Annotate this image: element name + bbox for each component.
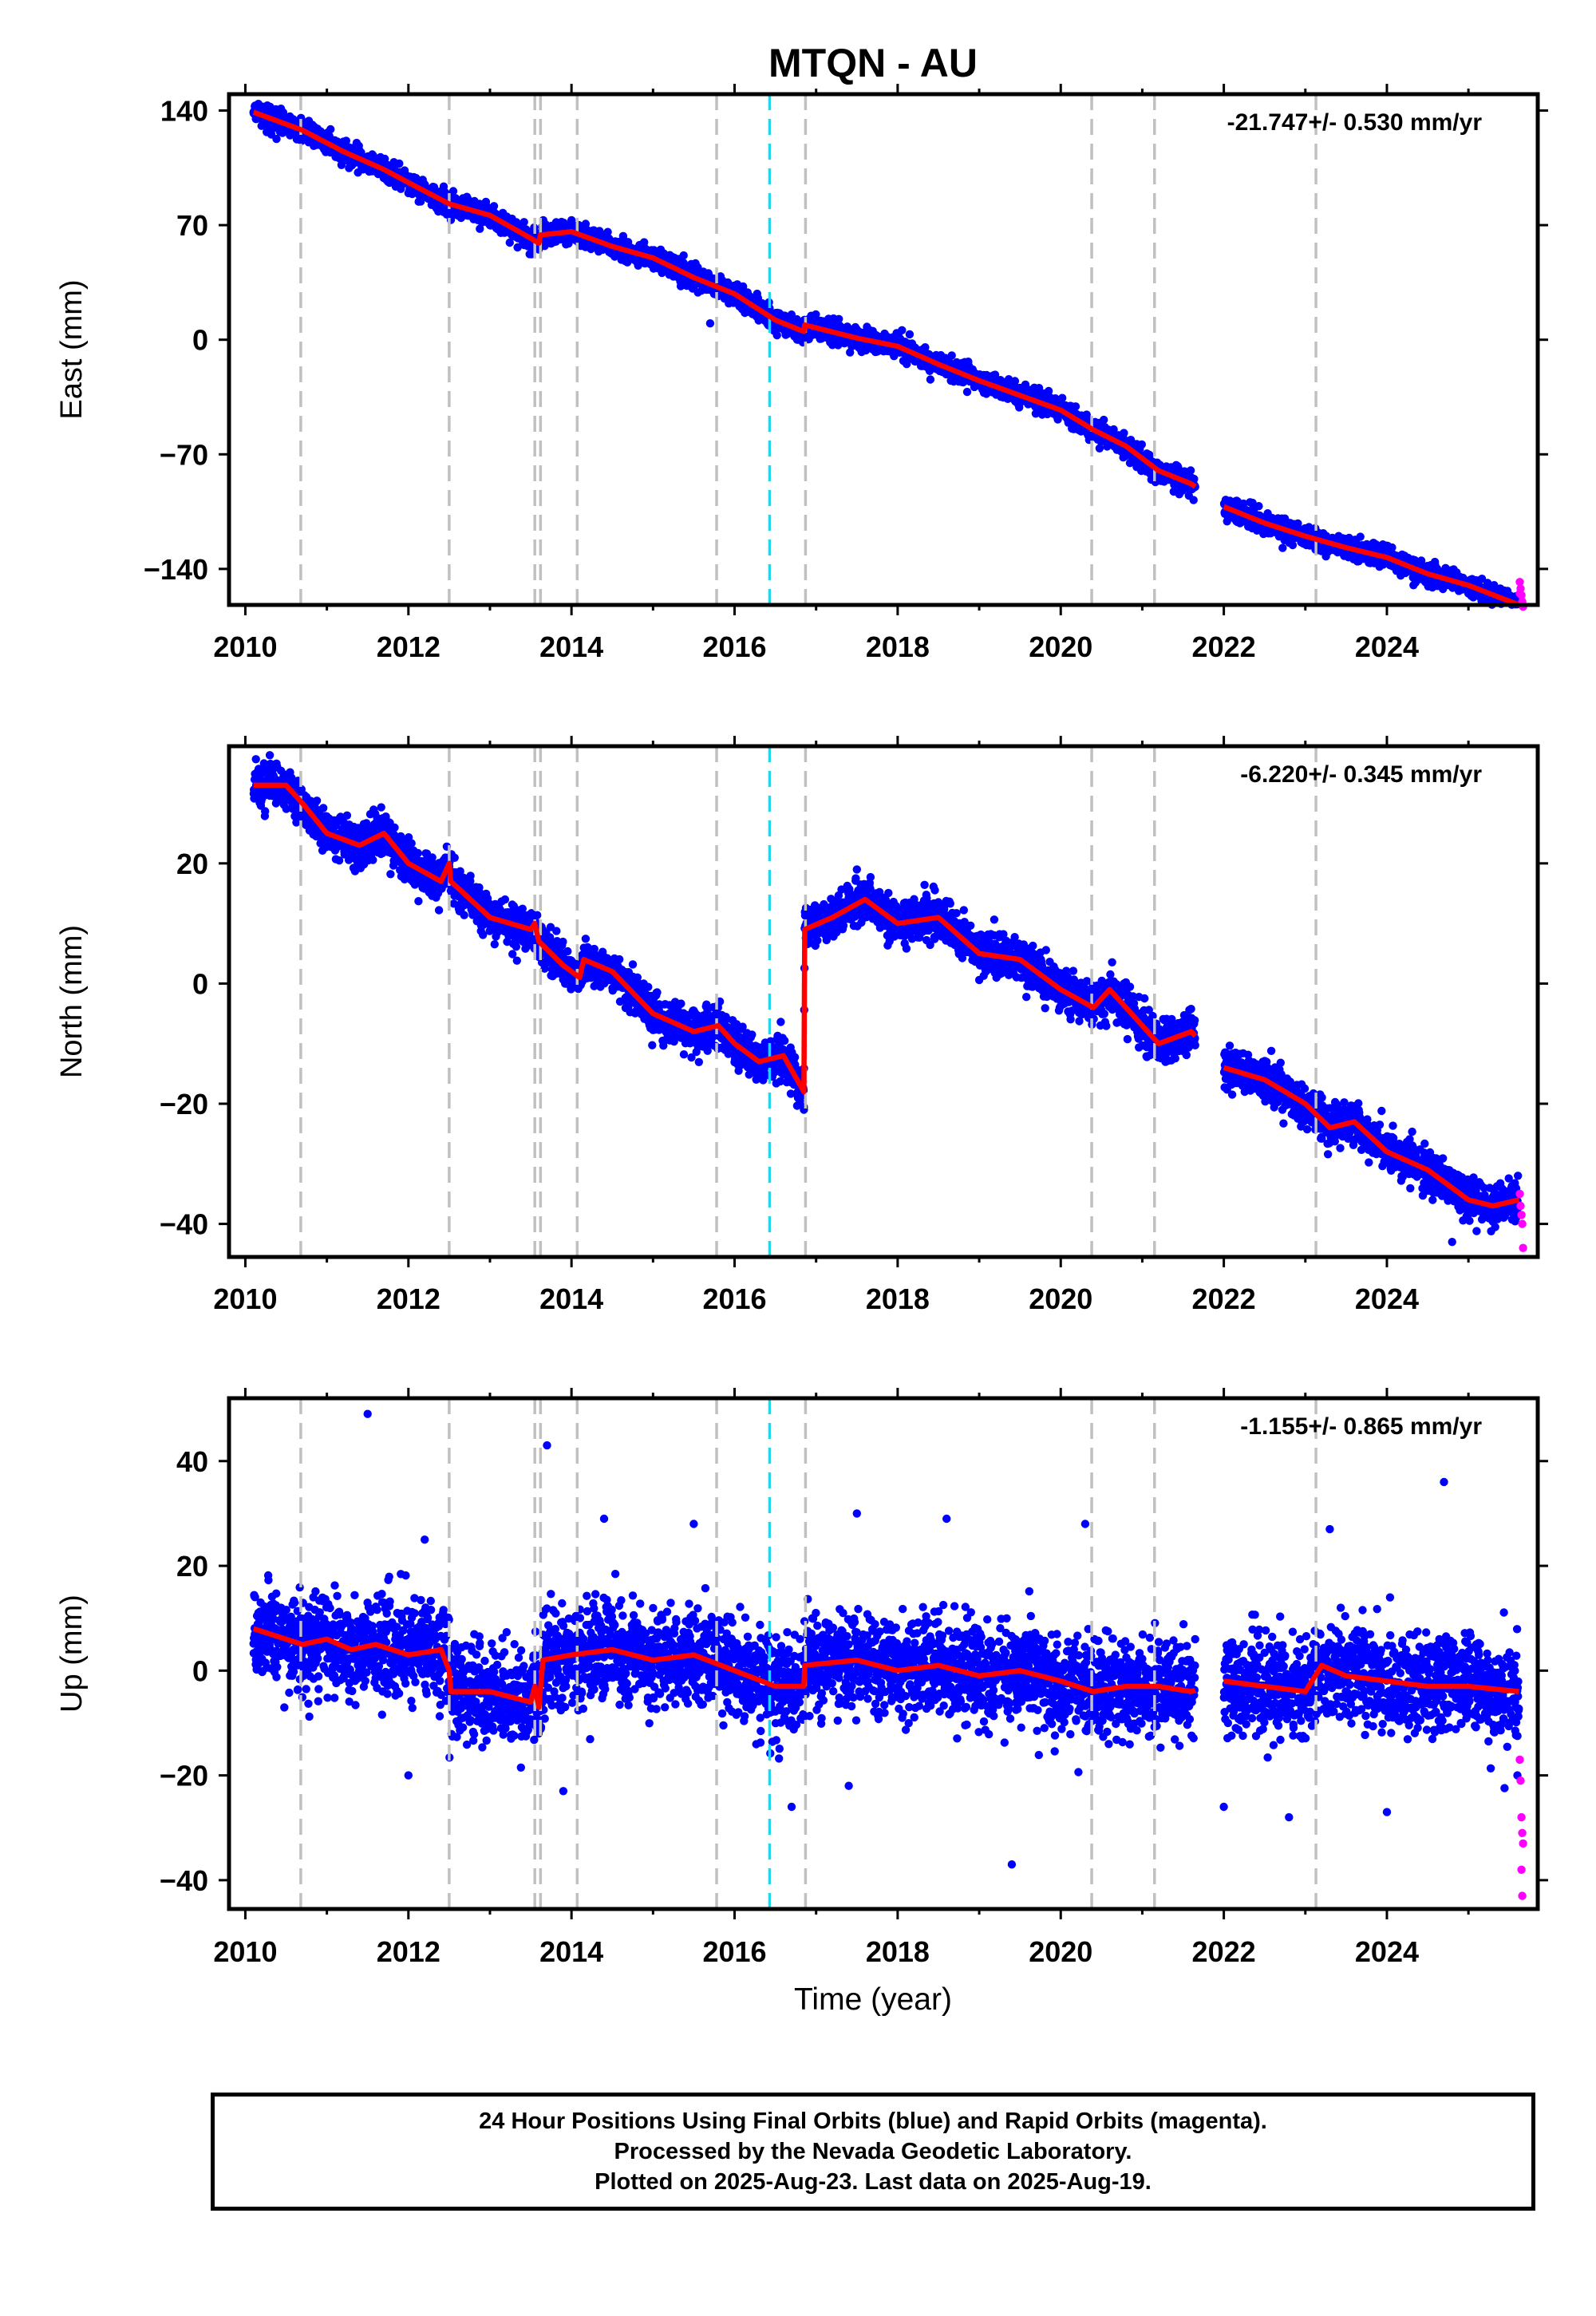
x-tick-label: 2020 <box>1029 630 1092 663</box>
y-tick-label: 140 <box>160 95 208 128</box>
final-orbit-point <box>326 124 335 134</box>
y-tick-label: −70 <box>160 438 208 471</box>
final-orbit-point <box>962 387 972 397</box>
final-orbit-point <box>1137 440 1147 449</box>
final-orbit-point <box>1189 496 1198 504</box>
x-tick-label: 2018 <box>866 630 930 663</box>
final-orbit-point <box>261 807 270 816</box>
final-orbit-point <box>272 134 281 144</box>
final-orbit-point <box>1010 377 1020 385</box>
final-orbit-point <box>337 160 346 169</box>
y-axis-label: East (mm) <box>55 279 89 419</box>
final-orbit-point <box>1071 402 1080 411</box>
final-orbit-point <box>1058 393 1067 402</box>
final-orbit-point <box>1288 540 1298 550</box>
y-tick-label: −140 <box>144 553 208 586</box>
velocity-label: -21.747+/- 0.530 mm/yr <box>1227 109 1483 136</box>
x-axis-label: Time (year) <box>794 1982 952 2017</box>
chart-title: MTQN - AU <box>768 41 978 85</box>
final-orbit-point <box>251 755 260 764</box>
x-tick-label: 2016 <box>702 630 766 663</box>
final-orbit-points <box>249 100 1523 609</box>
final-orbit-point <box>357 148 365 157</box>
final-orbit-point <box>381 154 389 164</box>
final-orbit-point <box>772 330 781 340</box>
y-tick-label: 70 <box>176 209 208 242</box>
panel-north: 2010 2012 2014 2016 2018 2020 2022 2024200−20−4… <box>55 736 1548 1315</box>
x-tick-label: 2014 <box>539 630 603 663</box>
final-orbit-point <box>1254 502 1263 511</box>
final-orbit-point <box>1120 429 1128 437</box>
rapid-orbit-point <box>1515 589 1524 598</box>
final-orbit-point <box>640 238 649 247</box>
x-tick-label: 2022 <box>1192 630 1256 663</box>
x-tick-label: 2024 <box>1355 630 1419 663</box>
panels: 2010 2012 2014 2016 2018 2020 2022 2024 140 70 0 −7… <box>55 84 1548 1968</box>
final-orbit-point <box>905 330 915 339</box>
final-orbit-point <box>1278 543 1287 552</box>
y-tick-label: 0 <box>192 324 208 357</box>
final-orbit-point <box>1100 415 1108 425</box>
final-orbit-point <box>1356 532 1365 541</box>
final-orbit-point <box>898 326 907 334</box>
final-orbit-point <box>395 159 404 168</box>
final-orbit-point <box>1186 466 1195 475</box>
x-tick-label: 2010 <box>213 630 277 663</box>
final-orbit-point <box>679 251 688 260</box>
final-orbit-points <box>249 751 1523 1247</box>
final-orbit-point <box>489 202 499 211</box>
outlier-point <box>705 319 715 328</box>
final-orbit-point <box>519 218 528 227</box>
final-orbit-point <box>1388 543 1396 552</box>
panel-east: 2010 2012 2014 2016 2018 2020 2022 2024 140 70 0 −7… <box>55 84 1548 663</box>
outlier-point <box>567 215 576 225</box>
final-orbit-point <box>947 351 956 360</box>
final-orbit-point <box>926 375 935 384</box>
x-tick-label: 2012 <box>377 630 440 663</box>
final-orbit-point <box>342 136 350 145</box>
